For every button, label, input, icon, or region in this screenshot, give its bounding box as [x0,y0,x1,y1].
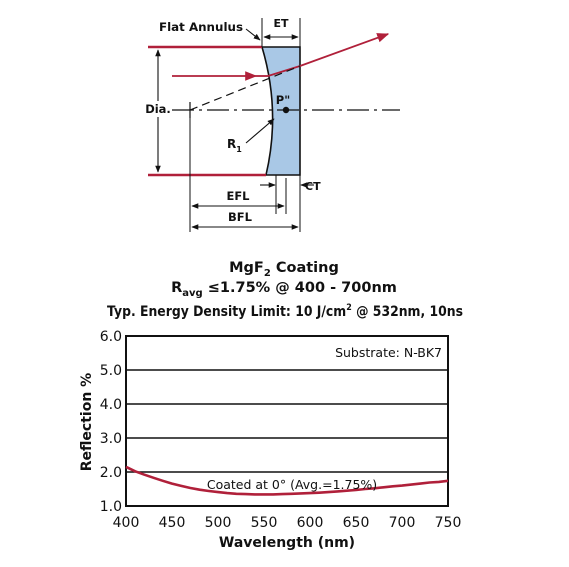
x-tick-label: 700 [389,515,416,531]
r1-label: R1 [227,137,242,154]
efl-label: EFL [226,189,250,203]
p2-label: P" [276,93,290,107]
x-tick-label: 650 [343,515,370,531]
plot-frame [125,335,449,507]
y-tick-label: 1.0 [100,499,122,515]
series-reflection-line [125,465,449,496]
substrate-label: Substrate: N-BK7 [335,345,442,360]
reflection-chart: 6.0 5.0 4.0 3.0 2.0 1.0 400 450 500 550 600 650 700… [79,329,461,551]
x-tick-label: 500 [205,515,232,531]
bfl-label: BFL [228,210,253,224]
coating-energy-limit: Typ. Energy Density Limit: 10 J/cm2 @ 53… [107,303,463,320]
grid-lines [126,369,448,473]
ct-label: CT [305,180,321,193]
y-tick-label: 2.0 [100,465,122,481]
substrate-label-bg [338,343,442,361]
y-tick-labels: 6.0 5.0 4.0 3.0 2.0 1.0 [100,329,122,515]
x-tick-label: 550 [251,515,278,531]
x-tick-labels: 400 450 500 550 600 650 700 750 [113,515,462,531]
principal-point [282,106,290,114]
x-tick-label: 600 [297,515,324,531]
dia-label-bg [144,101,172,117]
virtual-ray [189,65,301,111]
outgoing-ray [299,33,390,67]
lens-body [260,46,301,176]
coating-title: MgF2 Coating [229,260,339,279]
et-label: ET [273,17,289,30]
lens-diagram: Flat Annulus ET Dia. P" R1 CT EFL BFL [144,17,400,232]
coating-ravg: Ravg ≤1.75% @ 400 - 700nm [171,280,397,299]
x-tick-label: 400 [113,515,140,531]
x-tick-label: 750 [435,515,462,531]
y-tick-label: 3.0 [100,431,122,447]
ray-inside-lens [267,65,301,77]
y-tick-label: 4.0 [100,397,122,413]
r1-leader [245,118,275,144]
coated-label-bg [208,474,376,493]
y-axis-label: Reflection % [79,373,95,471]
flat-annulus-label: Flat Annulus [159,20,243,34]
x-axis-label: Wavelength (nm) [219,535,355,551]
x-tick-label: 450 [159,515,186,531]
flat-annulus-leader [245,28,261,41]
coated-label: Coated at 0° (Avg.=1.75%) [207,477,377,492]
coating-spec: MgF2 Coating Ravg ≤1.75% @ 400 - 700nm T… [107,260,463,320]
y-tick-label: 6.0 [100,329,122,345]
y-tick-label: 5.0 [100,363,122,379]
dia-label: Dia. [145,102,171,116]
